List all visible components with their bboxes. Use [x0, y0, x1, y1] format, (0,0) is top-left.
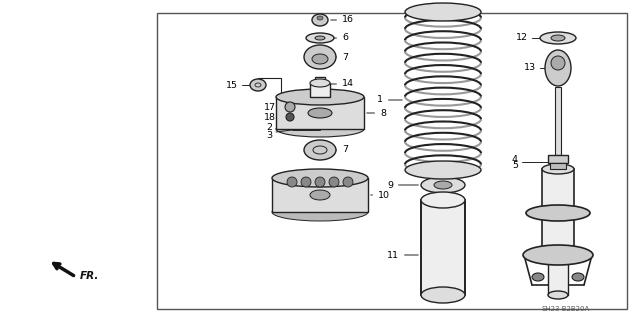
Ellipse shape	[312, 54, 328, 64]
Ellipse shape	[405, 161, 481, 179]
Ellipse shape	[312, 14, 328, 26]
Ellipse shape	[304, 45, 336, 69]
Ellipse shape	[287, 177, 297, 187]
Text: 13: 13	[524, 63, 536, 72]
Ellipse shape	[315, 36, 325, 40]
Ellipse shape	[523, 245, 593, 265]
Ellipse shape	[315, 177, 325, 187]
Text: 7: 7	[336, 53, 348, 62]
Text: 6: 6	[334, 33, 348, 42]
Ellipse shape	[301, 177, 311, 187]
Bar	[550, 163, 566, 169]
Ellipse shape	[421, 287, 465, 303]
Bar	[421, 200, 465, 295]
Ellipse shape	[545, 50, 571, 86]
Text: 12: 12	[516, 33, 528, 42]
Text: 15: 15	[226, 80, 238, 90]
Ellipse shape	[551, 35, 565, 41]
Text: 17: 17	[264, 102, 276, 112]
Text: 5: 5	[512, 161, 518, 170]
Text: 10: 10	[371, 190, 390, 199]
Ellipse shape	[310, 190, 330, 200]
Ellipse shape	[532, 273, 544, 281]
Ellipse shape	[551, 56, 565, 70]
Ellipse shape	[286, 113, 294, 121]
Bar	[555, 87, 561, 155]
Bar	[315, 77, 325, 91]
Ellipse shape	[250, 79, 266, 91]
Bar	[542, 169, 574, 258]
Bar	[276, 97, 364, 129]
Ellipse shape	[285, 102, 295, 112]
Text: 4: 4	[512, 154, 518, 164]
Bar	[157, 13, 627, 309]
Ellipse shape	[421, 177, 465, 193]
Ellipse shape	[304, 140, 336, 160]
Text: SH23-B2B20A: SH23-B2B20A	[541, 306, 590, 312]
Ellipse shape	[329, 177, 339, 187]
Ellipse shape	[434, 181, 452, 189]
Ellipse shape	[343, 177, 353, 187]
Text: 16: 16	[331, 16, 354, 25]
Bar	[272, 178, 368, 212]
Text: 9: 9	[387, 181, 418, 189]
Ellipse shape	[310, 79, 330, 87]
Ellipse shape	[572, 273, 584, 281]
Text: 18: 18	[264, 113, 276, 122]
Ellipse shape	[272, 203, 368, 221]
Bar	[548, 155, 568, 163]
Ellipse shape	[306, 33, 334, 43]
Text: 14: 14	[328, 79, 354, 88]
Text: FR.: FR.	[80, 271, 99, 281]
Ellipse shape	[540, 32, 576, 44]
Ellipse shape	[542, 164, 574, 174]
Ellipse shape	[276, 89, 364, 105]
Text: 3: 3	[266, 131, 272, 140]
Text: 2: 2	[266, 123, 272, 132]
Bar	[548, 258, 568, 295]
Text: 11: 11	[387, 250, 418, 259]
Ellipse shape	[405, 3, 481, 21]
Bar	[310, 83, 330, 97]
Ellipse shape	[317, 16, 323, 20]
Ellipse shape	[526, 205, 590, 221]
Text: 1: 1	[377, 95, 402, 105]
Ellipse shape	[548, 291, 568, 299]
Ellipse shape	[308, 108, 332, 118]
Ellipse shape	[421, 192, 465, 208]
Ellipse shape	[272, 169, 368, 187]
Text: 8: 8	[367, 108, 386, 117]
Text: 7: 7	[336, 145, 348, 154]
Ellipse shape	[276, 121, 364, 137]
